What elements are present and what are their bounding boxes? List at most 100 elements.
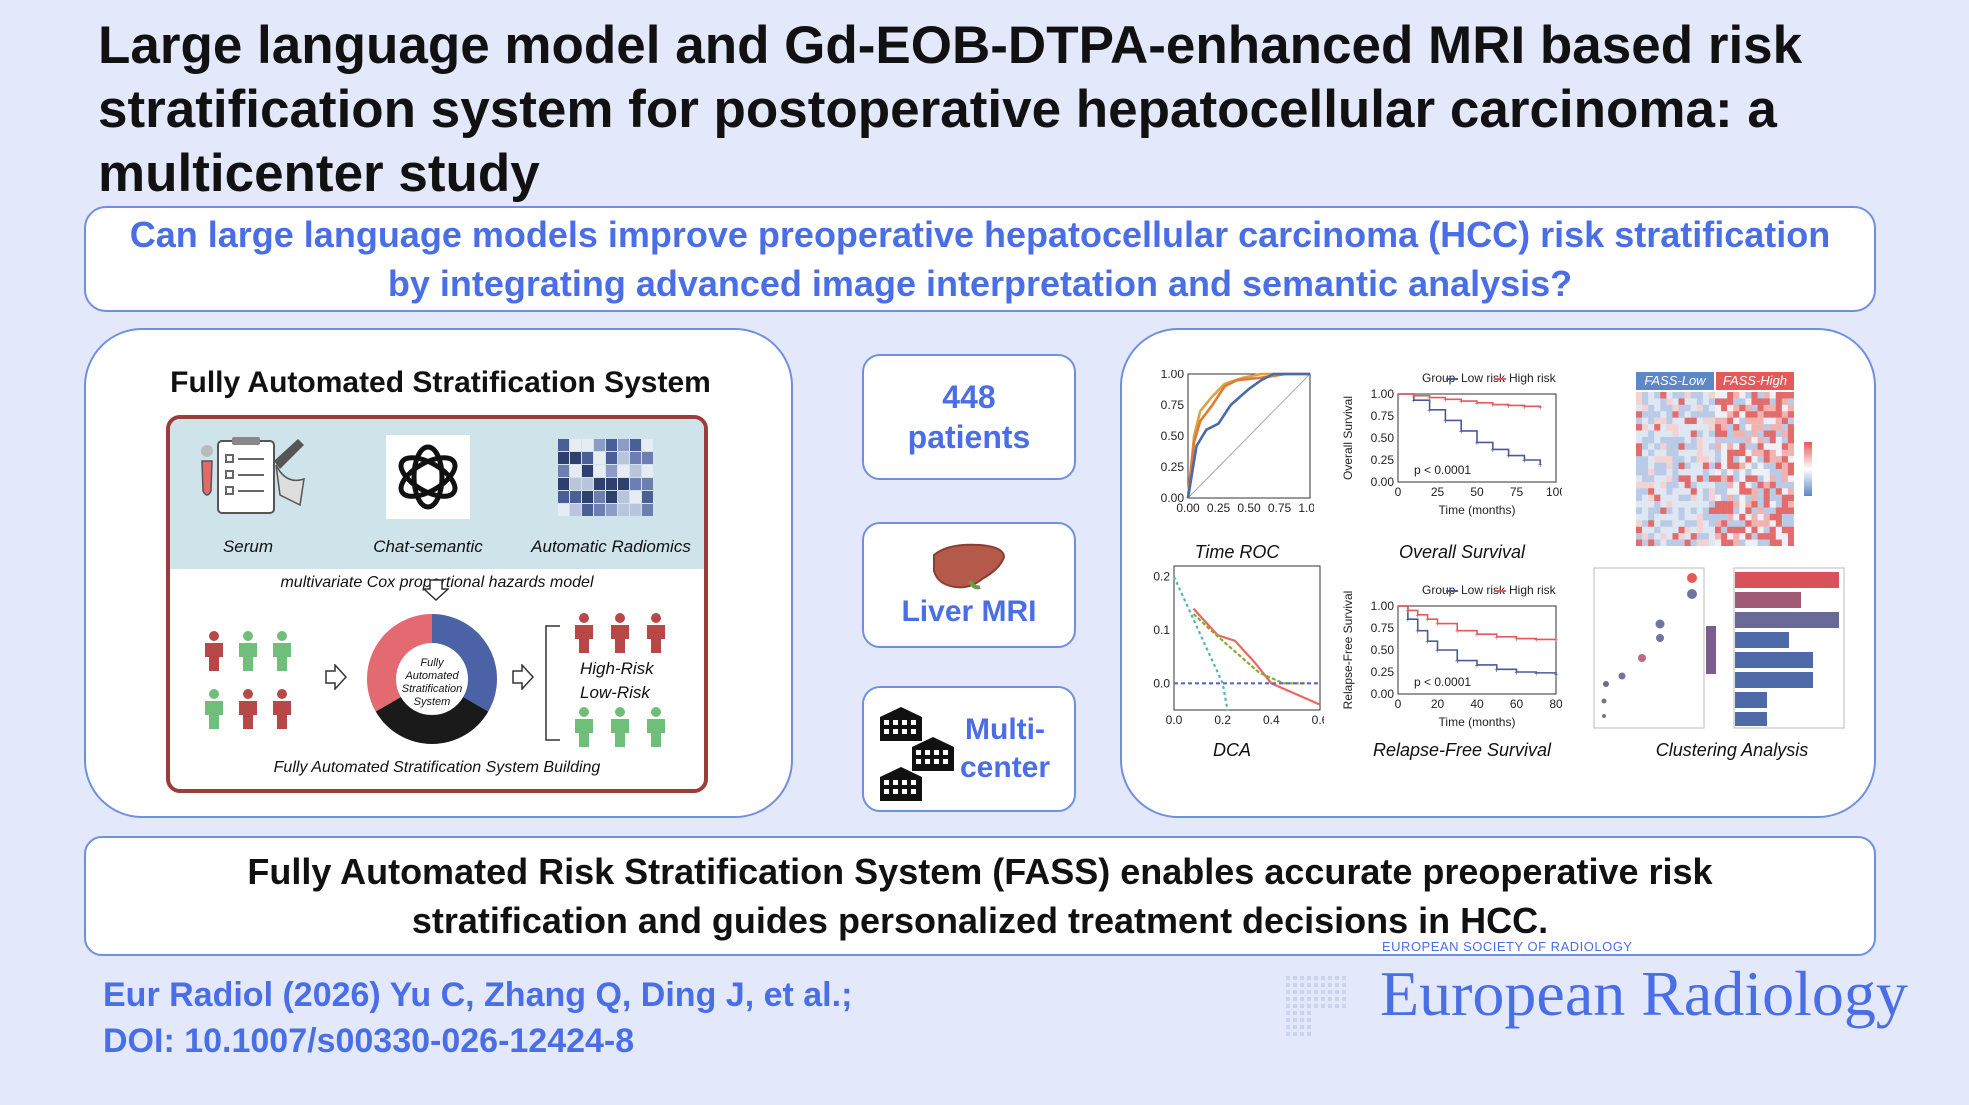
logo-dot <box>1307 990 1311 994</box>
radiomics-cell <box>642 439 653 451</box>
heatmap-cell <box>1757 449 1764 457</box>
heatmap-cell <box>1672 507 1679 515</box>
heatmap-cell <box>1715 513 1722 521</box>
heatmap-cell <box>1751 462 1758 470</box>
heatmap-cell <box>1654 398 1661 406</box>
heatmap-cell <box>1751 481 1758 489</box>
heatmap-cell <box>1769 507 1776 515</box>
heatmap-cell <box>1696 449 1704 457</box>
radiomics-cell <box>642 491 653 503</box>
heatmap-cell <box>1654 533 1661 540</box>
radiomics-cell <box>558 452 569 464</box>
heatmap-cell <box>1727 539 1734 546</box>
radiomics-cell <box>570 439 581 451</box>
heatmap-cell <box>1702 417 1710 425</box>
heatmap-low-label: FASS-Low <box>1636 372 1714 390</box>
overall-survival-chart: 02550751000.000.250.500.751.00++++++++++… <box>1342 371 1562 517</box>
x-tick-label: 0.4 <box>1263 713 1280 727</box>
heatmap-cell <box>1678 424 1685 431</box>
heatmap-cell <box>1690 513 1697 521</box>
x-tick-label: 20 <box>1431 697 1445 711</box>
heatmap-cell <box>1769 481 1776 489</box>
heatmap-cell <box>1751 430 1758 438</box>
heatmap-cell <box>1739 520 1746 527</box>
radiomics-cell <box>582 478 593 490</box>
radiomics-cell <box>642 478 653 490</box>
censor-mark: + <box>1455 627 1460 636</box>
censor-mark: + <box>1455 657 1460 666</box>
heatmap-cell <box>1636 398 1643 406</box>
heatmap-cell <box>1696 494 1704 502</box>
heatmap-cell <box>1678 443 1685 450</box>
heatmap-cell <box>1739 424 1746 431</box>
heatmap-cell <box>1678 494 1685 502</box>
censor-mark: + <box>1538 460 1543 469</box>
heatmap-cell <box>1775 449 1783 457</box>
heatmap-cell <box>1733 392 1740 399</box>
conclusion: Fully Automated Risk Stratification Syst… <box>84 836 1876 956</box>
heatmap-cell <box>1660 469 1667 476</box>
censor-mark: + <box>1475 661 1480 670</box>
heatmap-cell <box>1648 513 1655 521</box>
logo-dot <box>1335 997 1339 1001</box>
heatmap-cell <box>1781 475 1789 483</box>
heatmap-cell <box>1660 520 1667 527</box>
heatmap-cell <box>1715 501 1722 508</box>
heatmap-cell <box>1684 443 1691 450</box>
heatmap-cell <box>1769 404 1776 412</box>
heatmap-cell <box>1787 443 1794 450</box>
heatmap-cell <box>1642 488 1649 495</box>
heatmap-cell <box>1745 424 1752 431</box>
heatmap-cell <box>1636 539 1643 546</box>
heatmap-cell <box>1763 424 1770 431</box>
heatmap-cell <box>1715 469 1722 476</box>
heatmap-cell <box>1642 417 1649 425</box>
heatmap-cell <box>1787 392 1794 399</box>
logo-dot <box>1314 990 1318 994</box>
heatmap-cell <box>1763 417 1770 425</box>
heatmap-cell <box>1642 392 1649 399</box>
heatmap-cell <box>1708 443 1716 450</box>
heatmap-cell <box>1666 443 1673 450</box>
logo-dot <box>1321 990 1325 994</box>
heatmap-cell <box>1648 475 1655 483</box>
radiomics-cell <box>570 478 581 490</box>
heatmap-cell <box>1690 392 1697 399</box>
logo-dot <box>1286 1004 1290 1008</box>
heatmap-cell <box>1660 507 1667 515</box>
heatmap-cell <box>1763 392 1770 399</box>
heatmap-cell <box>1684 507 1691 515</box>
heatmap-cell <box>1654 411 1661 418</box>
heatmap-cell <box>1642 404 1649 412</box>
radiomics-cell <box>606 504 617 516</box>
heatmap-cell <box>1660 481 1667 489</box>
radiomics-cell <box>558 465 569 477</box>
radiomics-cell <box>630 452 641 464</box>
heatmap-cell <box>1696 481 1704 489</box>
heatmap-cell <box>1636 469 1643 476</box>
heatmap-cell <box>1648 507 1655 515</box>
radiomics-cell <box>582 504 593 516</box>
heatmap-cell <box>1757 462 1764 470</box>
censor-mark: + <box>1554 635 1559 644</box>
low-risk-label: Low-Risk <box>580 683 650 702</box>
heatmap-cell <box>1690 481 1697 489</box>
roc-caption: Time ROC <box>1194 542 1280 562</box>
heatmap-cell <box>1727 398 1734 406</box>
heatmap-cell <box>1672 398 1679 406</box>
radiomics-cell <box>630 504 641 516</box>
heatmap-cell <box>1715 404 1722 412</box>
heatmap-cell <box>1672 533 1679 540</box>
heatmap-cell <box>1654 539 1661 546</box>
logo-dot <box>1293 1025 1297 1029</box>
dca-caption: DCA <box>1212 740 1251 760</box>
heatmap-cell <box>1642 494 1649 502</box>
heatmap-cell <box>1648 417 1655 425</box>
heatmap-cell <box>1672 488 1679 495</box>
multicenter-label: Multi- center <box>960 711 1050 787</box>
heatmap-cell <box>1763 488 1770 495</box>
heatmap-cell <box>1769 475 1776 483</box>
heatmap-cell <box>1648 539 1655 546</box>
heatmap-cell <box>1708 392 1716 399</box>
serum-icon <box>201 437 305 514</box>
